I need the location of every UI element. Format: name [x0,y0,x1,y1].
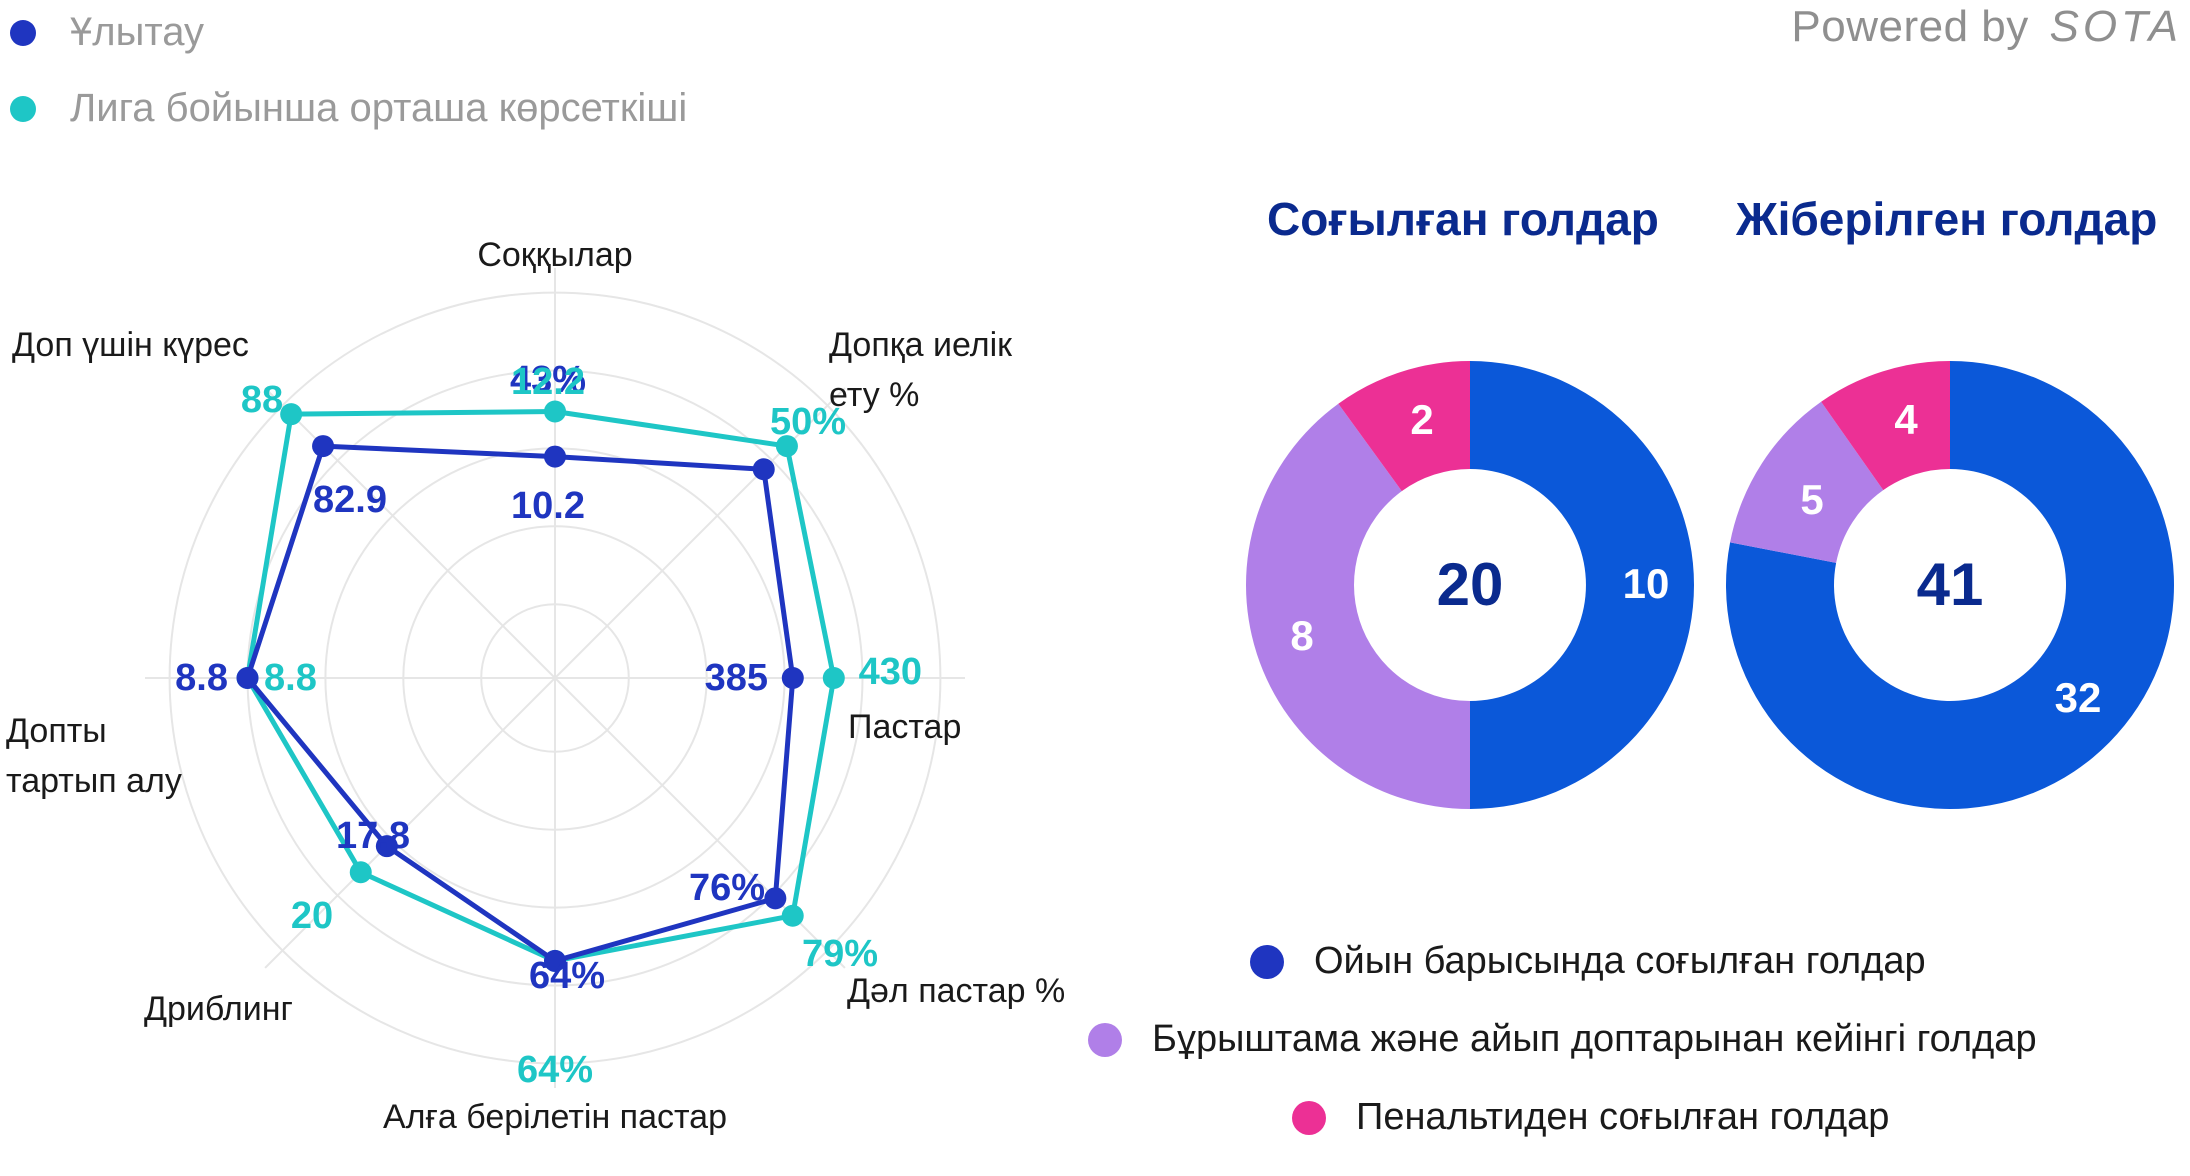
donut-slice-2 [1821,361,1950,491]
axis-label-4: Алға берілетін пастар [383,1098,727,1136]
axis-label-3: Дәл пастар % [847,972,1065,1010]
legend-item-team[interactable]: Ұлытау [10,10,204,55]
donut-slice-label-2: 2 [1410,396,1433,443]
legend-item-set-pieces[interactable]: Бұрыштама және айып доптарынан кейінгі г… [1088,1018,2037,1061]
radar-labels: 10.2 43% 385 76% 64% 17.8 8.8 82.9 12.2 50% 430 79%… [6,236,1065,1136]
radar-value-label-0-0: 10.2 [511,485,585,527]
radar-point-0-1 [752,458,775,481]
legend-marker-open-play [1250,944,1284,979]
legend-marker-team [10,19,36,46]
legend-item-league[interactable]: Лига бойынша орташа көрсеткіші [10,86,687,131]
legend-label-open-play: Ойын барысында соғылған голдар [1314,940,1926,982]
scored-goals-donut: 10 8 2 20 [1246,361,1694,809]
grid-spoke-1 [554,387,846,679]
legend-marker-league [10,95,36,122]
radar-value-label-1-2: 430 [859,651,922,693]
donut-slice-label-1: 8 [1290,612,1313,659]
donut-slice-0 [1470,361,1694,809]
radar-point-0-6 [236,667,259,689]
axis-label-7: Доп үшін күрес [12,326,249,364]
radar-point-1-3 [781,904,804,927]
radar-point-1-2 [822,667,845,689]
axis-label-5: Дриблинг [144,990,293,1028]
sota-logo: SOTA [2049,2,2182,51]
radar-series [236,400,845,972]
radar-point-0-7 [312,435,335,458]
donut-total: 20 [1437,551,1504,618]
donut-slice-1 [1730,401,1884,563]
radar-value-label-1-4: 64% [517,1049,593,1091]
radar-value-label-1-1: 50% [770,401,846,443]
radar-point-0-3 [764,887,787,910]
legend-label-league: Лига бойынша орташа көрсеткіші [70,86,688,130]
donut-total: 41 [1917,551,1984,618]
radar-chart: 10.2 43% 385 76% 64% 17.8 8.8 82.9 12.2 50% 430 79%… [6,236,1065,1136]
axis-label-0: Соққылар [477,236,632,274]
radar-point-0-0 [544,445,566,468]
radar-point-0-5 [375,835,398,858]
grid-spoke-7 [264,387,556,679]
radar-point-1-1 [775,435,798,458]
radar-point-1-0 [544,400,566,423]
radar-value-label-1-0: 12.2 [511,361,585,403]
powered-by: Powered by SOTA [1791,2,2182,52]
axis-label-6: Допты тартып алу [6,712,182,800]
radar-value-label-0-2: 385 [705,657,768,699]
radar-point-1-5 [349,861,372,884]
radar-value-label-1-6: 8.8 [264,657,317,699]
radar-value-label-0-6: 8.8 [175,657,228,699]
radar-point-0-2 [781,667,804,689]
conceded-goals-donut: 32 5 4 41 [1726,361,2174,809]
legend-item-penalties[interactable]: Пенальтиден соғылған голдар [1292,1096,1889,1139]
radar-value-label-1-7: 88 [241,379,283,421]
radar-value-label-1-3: 79% [802,933,878,975]
donut-slice-label-1: 5 [1800,476,1823,523]
radar-value-label-1-5: 20 [291,895,333,937]
radar-value-label-0-7: 82.9 [313,479,387,521]
donut-slice-0 [1726,361,2174,809]
radar-point-0-4 [544,949,566,972]
legend-marker-set-pieces [1088,1022,1122,1057]
radar-value-label-0-1: 43% [510,359,586,401]
legend-label-team: Ұлытау [70,10,205,54]
radar-grid [145,268,965,1088]
radar-point-1-7 [280,403,303,426]
grid-spoke-5 [264,677,556,969]
radar-value-label-0-4: 64% [529,955,605,997]
axis-label-2: Пастар [848,708,961,746]
legend-label-penalties: Пенальтиден соғылған голдар [1356,1096,1890,1138]
legend-marker-penalties [1292,1100,1326,1135]
powered-by-text: Powered by [1791,2,2029,51]
radar-value-label-0-5: 17.8 [336,815,410,857]
donut-slice-label-0: 32 [2055,674,2102,721]
donut-slice-2 [1338,361,1470,492]
donut-slice-label-2: 4 [1894,396,1918,443]
donut-slice-label-0: 10 [1623,560,1670,607]
conceded-goals-title: Жіберілген голдар [1736,193,2158,245]
scored-goals-title: Соғылған голдар [1267,193,1659,245]
legend-label-set-pieces: Бұрыштама және айып доптарынан кейінгі г… [1152,1018,2037,1060]
axis-label-1: Допқа иелік ету % [829,326,1013,414]
radar-value-label-0-3: 76% [689,867,765,909]
legend-item-open-play[interactable]: Ойын барысында соғылған голдар [1250,940,1926,983]
donut-slice-1 [1246,403,1470,809]
